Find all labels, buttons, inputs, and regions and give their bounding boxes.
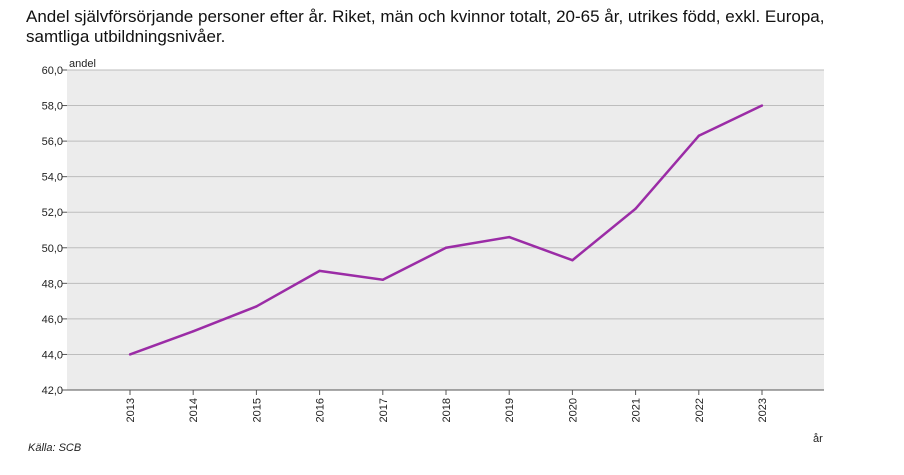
x-tick-label: 2021 (631, 398, 643, 422)
x-tick-label: 2016 (315, 398, 327, 422)
x-axis-ticks: 2013 2014 2015 2016 2017 2018 2019 2020 2021 2022… (125, 390, 769, 422)
series-layer (128, 104, 764, 356)
y-tick-label: 44,0 (42, 349, 63, 361)
x-tick-label: 2015 (251, 398, 263, 422)
data-point (192, 330, 195, 333)
x-tick-label: 2014 (188, 398, 200, 422)
x-tick-label: 2013 (125, 398, 137, 422)
data-point (760, 104, 764, 107)
source-note: Källa: SCB (28, 442, 82, 454)
gridlines (67, 69, 824, 391)
plot-area (67, 70, 824, 390)
data-point (508, 235, 511, 239)
data-point (634, 207, 637, 210)
data-point (571, 259, 574, 262)
y-tick-label: 58,0 (42, 101, 63, 113)
x-tick-label: 2022 (694, 398, 706, 422)
x-axis-label: år (813, 433, 823, 445)
y-tick-label: 46,0 (42, 314, 63, 326)
y-axis-label: andel (69, 58, 96, 70)
y-tick-label: 52,0 (42, 207, 63, 219)
y-tick-label: 60,0 (42, 65, 63, 77)
x-tick-label: 2018 (441, 398, 453, 422)
data-point (318, 269, 321, 273)
data-point (255, 305, 258, 308)
x-tick-label: 2020 (567, 398, 579, 422)
y-tick-label: 42,0 (42, 385, 63, 397)
data-point (444, 246, 448, 249)
y-tick-label: 50,0 (42, 243, 63, 255)
x-tick-label: 2019 (504, 398, 516, 422)
y-tick-label: 56,0 (42, 136, 63, 148)
chart-title: Andel självförsörjande personer efter år… (26, 7, 825, 46)
y-tick-label: 54,0 (42, 172, 63, 184)
y-tick-label: 48,0 (42, 278, 63, 290)
data-point (128, 353, 132, 356)
y-axis-ticks: 42,0 44,0 46,0 48,0 50,0 52,0 54,0 56,0 58,0 60,0 (42, 65, 67, 397)
data-point (697, 134, 700, 137)
data-point (381, 278, 384, 281)
x-tick-label: 2023 (757, 398, 769, 422)
x-tick-label: 2017 (378, 398, 390, 422)
